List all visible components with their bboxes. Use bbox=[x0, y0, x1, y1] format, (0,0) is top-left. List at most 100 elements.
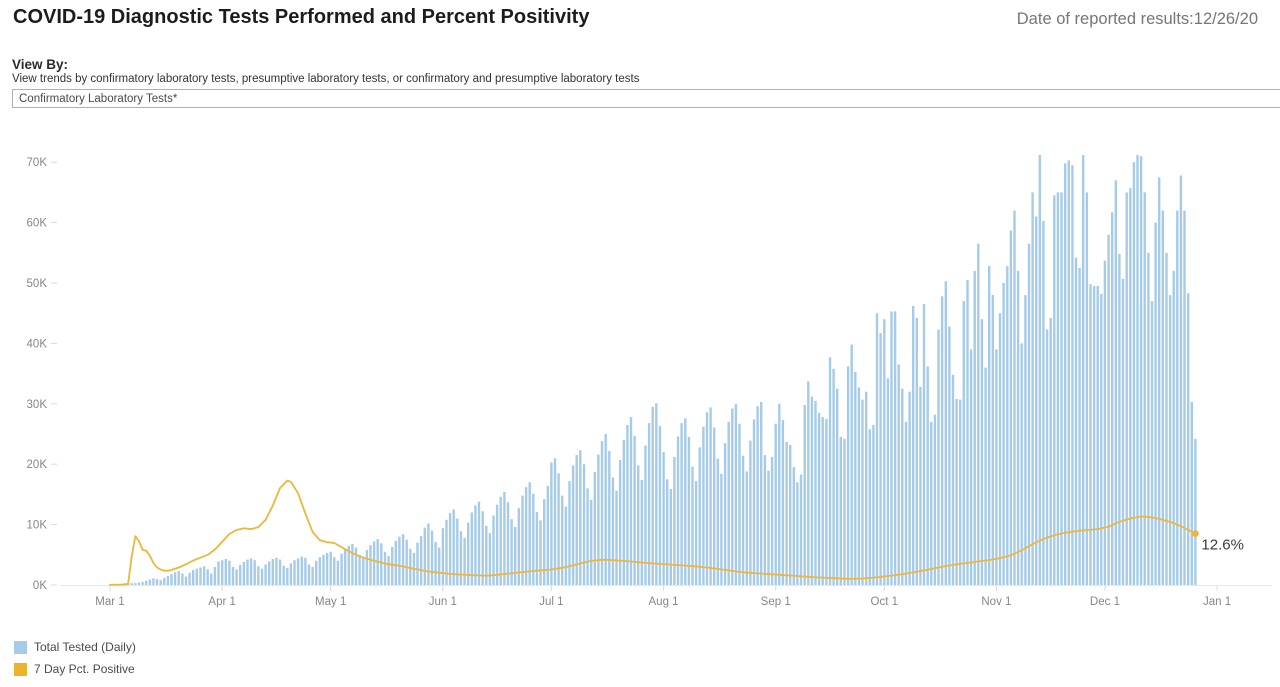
bar-total-tested[interactable] bbox=[904, 421, 908, 585]
bar-total-tested[interactable] bbox=[445, 519, 448, 585]
bar-total-tested[interactable] bbox=[868, 429, 871, 585]
bar-total-tested[interactable] bbox=[781, 420, 785, 585]
bar-total-tested[interactable] bbox=[532, 493, 535, 585]
bar-total-tested[interactable] bbox=[362, 558, 365, 585]
bar-total-tested[interactable] bbox=[821, 417, 824, 585]
bar-total-tested[interactable] bbox=[1067, 160, 1070, 585]
bar-total-tested[interactable] bbox=[893, 311, 897, 585]
bar-total-tested[interactable] bbox=[1031, 192, 1034, 585]
bar-total-tested[interactable] bbox=[365, 550, 369, 585]
bar-total-tested[interactable] bbox=[940, 296, 944, 585]
bar-total-tested[interactable] bbox=[181, 573, 184, 586]
bar-total-tested[interactable] bbox=[130, 583, 133, 585]
bar-total-tested[interactable] bbox=[524, 487, 528, 585]
bar-total-tested[interactable] bbox=[1016, 270, 1020, 585]
bar-total-tested[interactable] bbox=[770, 457, 774, 585]
bar-total-tested[interactable] bbox=[456, 518, 459, 585]
bar-total-tested[interactable] bbox=[618, 460, 622, 585]
bar-total-tested[interactable] bbox=[998, 313, 1002, 585]
bar-total-tested[interactable] bbox=[988, 266, 991, 585]
bar-total-tested[interactable] bbox=[937, 329, 940, 586]
bar-total-tested[interactable] bbox=[1114, 180, 1117, 586]
bar-total-tested[interactable] bbox=[405, 539, 408, 585]
bar-total-tested[interactable] bbox=[304, 557, 307, 585]
bar-total-tested[interactable] bbox=[723, 443, 727, 585]
bar-total-tested[interactable] bbox=[1089, 284, 1092, 585]
bar-total-tested[interactable] bbox=[713, 427, 716, 585]
bar-total-tested[interactable] bbox=[734, 403, 738, 585]
bar-total-tested[interactable] bbox=[640, 479, 643, 585]
bar-total-tested[interactable] bbox=[1165, 252, 1168, 586]
bar-total-tested[interactable] bbox=[1129, 188, 1132, 585]
bar-total-tested[interactable] bbox=[416, 542, 419, 585]
bar-total-tested[interactable] bbox=[206, 569, 209, 585]
bar-total-tested[interactable] bbox=[293, 560, 296, 585]
bar-total-tested[interactable] bbox=[944, 281, 947, 585]
bar-total-tested[interactable] bbox=[221, 560, 224, 585]
bar-total-tested[interactable] bbox=[951, 374, 955, 585]
bar-total-tested[interactable] bbox=[593, 472, 596, 585]
bar-total-tested[interactable] bbox=[1136, 155, 1139, 585]
bar-total-tested[interactable] bbox=[908, 391, 911, 585]
bar-total-tested[interactable] bbox=[763, 455, 767, 585]
bar-total-tested[interactable] bbox=[1190, 402, 1193, 585]
bar-total-tested[interactable] bbox=[336, 560, 340, 585]
bar-total-tested[interactable] bbox=[506, 502, 510, 585]
bar-total-tested[interactable] bbox=[857, 387, 861, 586]
bar-total-tested[interactable] bbox=[705, 412, 709, 585]
bar-total-tested[interactable] bbox=[969, 349, 973, 585]
bar-total-tested[interactable] bbox=[1071, 165, 1074, 585]
bar-total-tested[interactable] bbox=[1111, 212, 1114, 586]
bar-total-tested[interactable] bbox=[369, 545, 372, 585]
bar-total-tested[interactable] bbox=[463, 537, 466, 585]
bar-total-tested[interactable] bbox=[977, 243, 980, 585]
bar-total-tested[interactable] bbox=[1024, 295, 1027, 585]
bar-total-tested[interactable] bbox=[358, 554, 361, 585]
bar-total-tested[interactable] bbox=[199, 567, 202, 586]
bar-total-tested[interactable] bbox=[629, 417, 633, 585]
bar-total-tested[interactable] bbox=[785, 441, 788, 585]
bar-total-tested[interactable] bbox=[1074, 257, 1078, 585]
bar-total-tested[interactable] bbox=[192, 569, 195, 585]
bar-total-tested[interactable] bbox=[1064, 163, 1067, 585]
bar-total-tested[interactable] bbox=[510, 519, 513, 585]
bar-total-tested[interactable] bbox=[760, 402, 763, 585]
bar-total-tested[interactable] bbox=[564, 506, 568, 586]
bar-total-tested[interactable] bbox=[611, 477, 615, 586]
bar-total-tested[interactable] bbox=[1082, 155, 1085, 585]
bar-total-tested[interactable] bbox=[467, 522, 470, 585]
bar-total-tested[interactable] bbox=[354, 547, 358, 585]
bar-total-tested[interactable] bbox=[1002, 283, 1005, 585]
bar-total-tested[interactable] bbox=[568, 481, 571, 585]
bar-total-tested[interactable] bbox=[1045, 329, 1049, 586]
bar-total-tested[interactable] bbox=[148, 579, 151, 585]
bar-total-tested[interactable] bbox=[655, 403, 658, 585]
bar-total-tested[interactable] bbox=[727, 421, 730, 585]
bar-total-tested[interactable] bbox=[485, 525, 488, 585]
bar-total-tested[interactable] bbox=[347, 545, 350, 585]
bar-total-tested[interactable] bbox=[1139, 156, 1143, 585]
bar-total-tested[interactable] bbox=[477, 501, 481, 585]
bar-total-tested[interactable] bbox=[492, 515, 495, 586]
bar-total-tested[interactable] bbox=[1154, 222, 1157, 585]
bar-total-tested[interactable] bbox=[155, 579, 159, 585]
bar-total-tested[interactable] bbox=[1085, 192, 1089, 585]
bar-total-tested[interactable] bbox=[810, 396, 814, 585]
bar-total-tested[interactable] bbox=[1150, 301, 1154, 585]
bar-total-tested[interactable] bbox=[930, 421, 933, 585]
bar-total-tested[interactable] bbox=[807, 381, 810, 586]
bar-total-tested[interactable] bbox=[984, 367, 987, 585]
bar-total-tested[interactable] bbox=[803, 405, 806, 585]
bar-total-tested[interactable] bbox=[1176, 210, 1179, 586]
bar-total-tested[interactable] bbox=[767, 470, 770, 585]
bar-total-tested[interactable] bbox=[948, 326, 951, 586]
bar-total-tested[interactable] bbox=[991, 295, 994, 585]
bar-total-tested[interactable] bbox=[503, 492, 506, 585]
bar-total-tested[interactable] bbox=[394, 540, 397, 585]
bar-total-tested[interactable] bbox=[296, 558, 300, 585]
bar-total-tested[interactable] bbox=[173, 572, 177, 585]
bar-total-tested[interactable] bbox=[557, 473, 560, 585]
bar-total-tested[interactable] bbox=[419, 536, 423, 585]
bar-total-tested[interactable] bbox=[817, 412, 821, 585]
bar-total-tested[interactable] bbox=[828, 357, 832, 585]
